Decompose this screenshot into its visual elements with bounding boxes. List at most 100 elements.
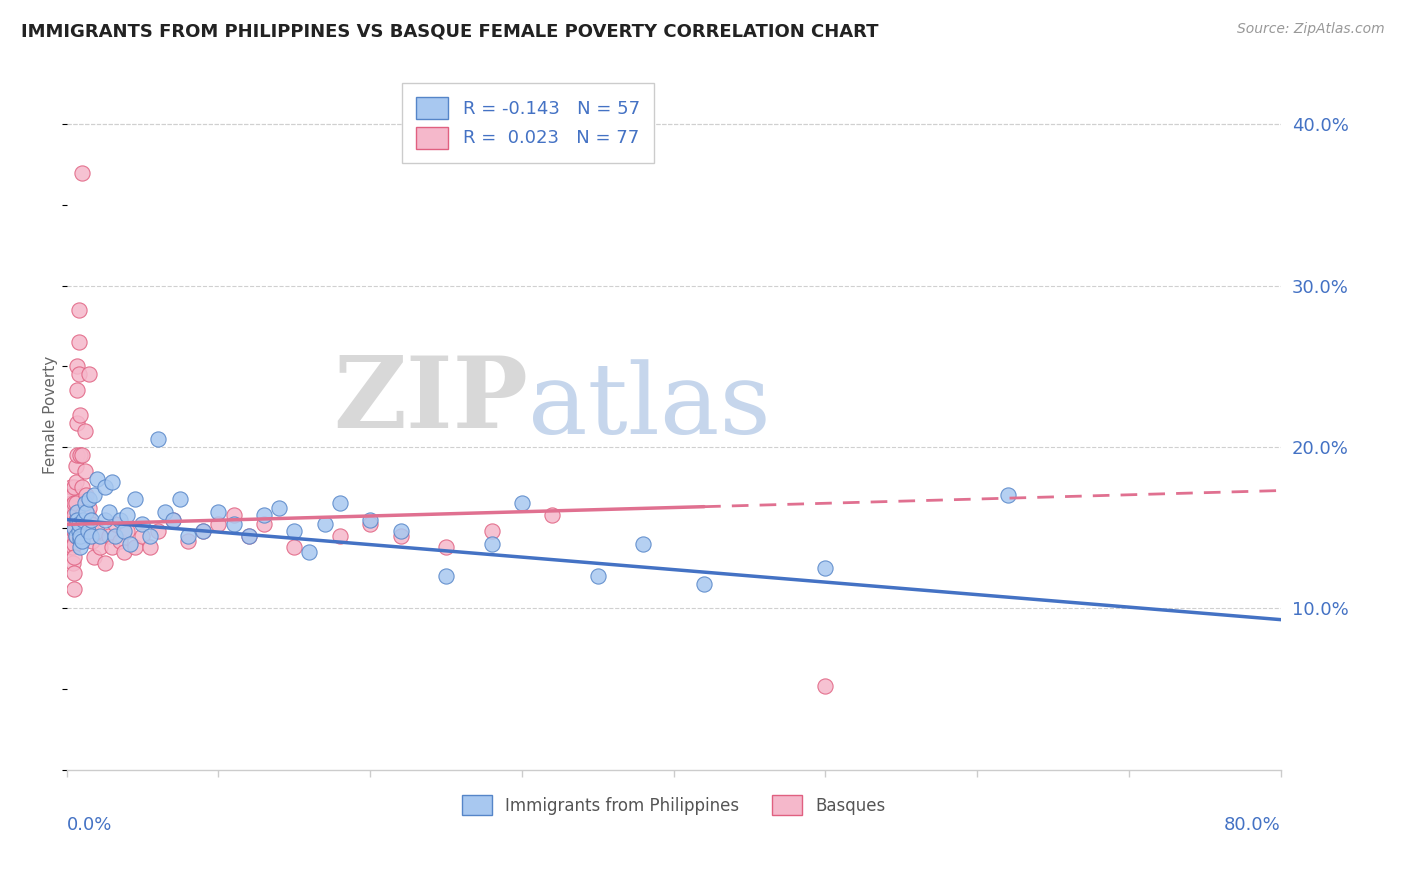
- Point: [79, 368, 101, 382]
- Point: [66, 512, 89, 526]
- Point: [586, 569, 609, 583]
- Point: [139, 529, 162, 543]
- Point: [60, 512, 83, 526]
- Point: [63, 496, 86, 510]
- Point: [67, 524, 90, 538]
- Point: [238, 529, 260, 543]
- Point: [65, 529, 87, 543]
- Point: [283, 524, 305, 538]
- Point: [541, 508, 564, 522]
- Point: [66, 359, 89, 374]
- Text: Source: ZipAtlas.com: Source: ZipAtlas.com: [1237, 22, 1385, 37]
- Point: [814, 679, 837, 693]
- Point: [359, 512, 381, 526]
- Point: [86, 472, 108, 486]
- Point: [72, 512, 94, 526]
- Point: [193, 524, 215, 538]
- Point: [359, 517, 381, 532]
- Point: [146, 432, 169, 446]
- Point: [222, 508, 245, 522]
- Point: [329, 529, 352, 543]
- Point: [69, 540, 91, 554]
- Point: [82, 533, 104, 548]
- Point: [131, 517, 153, 532]
- Point: [70, 508, 93, 522]
- Point: [104, 517, 127, 532]
- Point: [389, 524, 412, 538]
- Point: [314, 517, 336, 532]
- Point: [83, 488, 105, 502]
- Point: [112, 545, 135, 559]
- Point: [73, 496, 96, 510]
- Point: [108, 533, 131, 548]
- Point: [75, 488, 97, 502]
- Point: [62, 556, 84, 570]
- Point: [80, 517, 103, 532]
- Y-axis label: Female Poverty: Female Poverty: [44, 356, 58, 474]
- Point: [207, 517, 229, 532]
- Point: [70, 448, 93, 462]
- Point: [101, 475, 124, 490]
- Point: [997, 488, 1019, 502]
- Point: [65, 459, 87, 474]
- Point: [238, 529, 260, 543]
- Point: [69, 532, 91, 546]
- Point: [693, 577, 716, 591]
- Point: [75, 504, 97, 518]
- Point: [66, 504, 89, 518]
- Point: [80, 512, 103, 526]
- Point: [70, 480, 93, 494]
- Point: [70, 165, 93, 179]
- Point: [120, 537, 142, 551]
- Point: [814, 561, 837, 575]
- Point: [62, 517, 84, 532]
- Legend: Immigrants from Philippines, Basques: Immigrants from Philippines, Basques: [451, 785, 896, 825]
- Point: [177, 533, 200, 548]
- Point: [89, 529, 111, 543]
- Point: [63, 537, 86, 551]
- Point: [124, 491, 146, 506]
- Point: [253, 517, 276, 532]
- Point: [101, 540, 124, 554]
- Point: [124, 540, 146, 554]
- Point: [63, 582, 86, 596]
- Point: [76, 508, 98, 522]
- Point: [207, 504, 229, 518]
- Point: [83, 549, 105, 564]
- Point: [65, 496, 87, 510]
- Point: [60, 480, 83, 494]
- Point: [139, 540, 162, 554]
- Point: [62, 540, 84, 554]
- Point: [76, 524, 98, 538]
- Point: [633, 537, 655, 551]
- Point: [112, 524, 135, 538]
- Point: [62, 529, 84, 543]
- Point: [80, 529, 103, 543]
- Point: [162, 512, 184, 526]
- Point: [434, 540, 457, 554]
- Point: [389, 529, 412, 543]
- Point: [481, 537, 503, 551]
- Point: [93, 556, 115, 570]
- Point: [63, 521, 86, 535]
- Point: [117, 508, 139, 522]
- Text: 80.0%: 80.0%: [1225, 816, 1281, 834]
- Point: [177, 529, 200, 543]
- Point: [98, 529, 121, 543]
- Point: [65, 512, 87, 526]
- Point: [169, 491, 191, 506]
- Point: [63, 480, 86, 494]
- Point: [67, 368, 90, 382]
- Point: [162, 512, 184, 526]
- Point: [329, 496, 352, 510]
- Point: [89, 540, 111, 554]
- Point: [131, 529, 153, 543]
- Point: [66, 448, 89, 462]
- Point: [59, 540, 82, 554]
- Point: [98, 504, 121, 518]
- Point: [62, 501, 84, 516]
- Point: [60, 521, 83, 535]
- Point: [510, 496, 533, 510]
- Point: [93, 512, 115, 526]
- Point: [73, 424, 96, 438]
